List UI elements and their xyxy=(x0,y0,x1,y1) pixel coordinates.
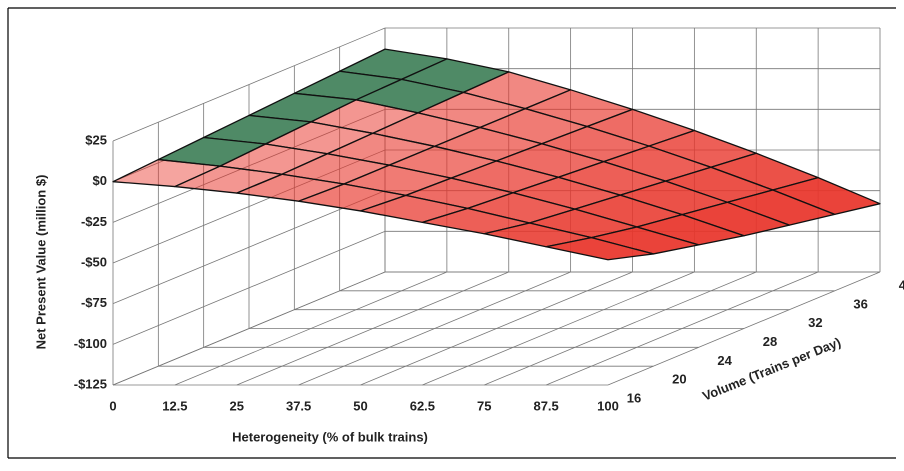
y-tick-label: 16 xyxy=(627,390,641,405)
frame xyxy=(7,7,896,459)
y-tick-label: 36 xyxy=(853,296,867,311)
x-tick-label: 0 xyxy=(109,398,116,413)
x-tick-label: 75 xyxy=(477,398,491,413)
x-tick-label: 50 xyxy=(353,398,367,413)
x-tick-label: 37.5 xyxy=(286,398,311,413)
y-tick-label: 20 xyxy=(672,372,686,387)
z-tick-label: -$25 xyxy=(81,214,107,229)
x-tick-label: 100 xyxy=(597,398,619,413)
z-tick-label: -$75 xyxy=(81,295,107,310)
z-tick-label: -$50 xyxy=(81,254,107,269)
y-tick-label: 24 xyxy=(717,353,732,368)
y-tick-label: 40 xyxy=(899,277,904,292)
z-tick-label: $25 xyxy=(85,132,107,147)
y-tick-label: 28 xyxy=(763,334,777,349)
z-tick-label: -$100 xyxy=(74,336,107,351)
z-tick-label: $0 xyxy=(93,173,107,188)
x-tick-label: 12.5 xyxy=(162,398,187,413)
y-tick-label: 32 xyxy=(808,315,822,330)
x-tick-label: 87.5 xyxy=(533,398,558,413)
x-tick-label: 62.5 xyxy=(410,398,435,413)
x-axis-title: Heterogeneity (% of bulk trains) xyxy=(232,429,428,444)
x-tick-label: 25 xyxy=(230,398,244,413)
surface-patch xyxy=(545,237,654,261)
z-axis-title: Net Present Value (million $) xyxy=(33,175,48,350)
z-tick-label: -$125 xyxy=(74,376,107,391)
